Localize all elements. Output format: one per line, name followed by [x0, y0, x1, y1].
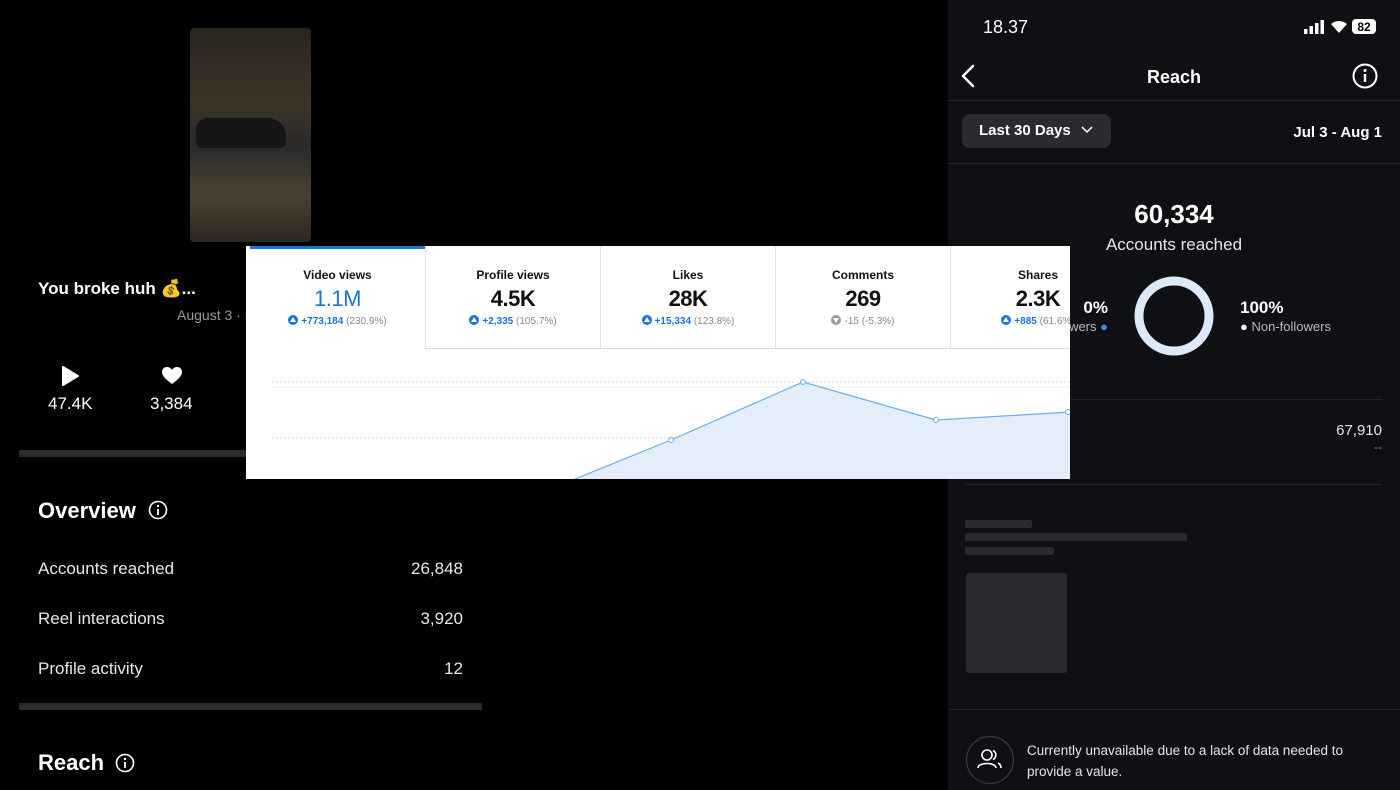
battery — [1352, 19, 1376, 34]
tab-value: 28K — [668, 286, 708, 311]
header-title: Reach — [1146, 67, 1202, 87]
heart-icon — [162, 367, 182, 384]
non-followers-label: ● Non-followers — [1240, 319, 1331, 334]
play-icon — [62, 366, 79, 386]
separator — [948, 163, 1400, 164]
trend-point — [1065, 409, 1070, 415]
tab-change: -15 (-5.3%) — [776, 315, 950, 327]
stat-likes: 3,384 — [150, 394, 193, 413]
tab-label: Comments — [831, 268, 894, 282]
post-date: August 3 · D — [177, 307, 255, 323]
tab[interactable]: Comments 269 -15 (-5.3%) — [775, 246, 950, 349]
non-followers-dot: ● — [1240, 319, 1248, 334]
analytics-overlay: Video views 1.1M +773,184 (230.9%) Profi… — [246, 246, 1070, 479]
divider — [19, 703, 482, 710]
tab-label: Profile views — [476, 268, 550, 282]
people-icon — [965, 735, 1015, 785]
tab-value: 1.1M — [314, 286, 361, 311]
separator — [966, 484, 1382, 485]
up-icon — [469, 315, 480, 325]
reach-title: Reach — [38, 750, 105, 775]
up-icon — [641, 315, 652, 325]
trend-point — [668, 437, 674, 443]
total-value: 60,334 — [1134, 199, 1214, 229]
percent: (123.8%) — [693, 316, 735, 327]
info-button[interactable] — [1352, 63, 1378, 89]
trend-point — [933, 417, 939, 423]
skeleton-line — [965, 547, 1054, 555]
info-icon[interactable] — [115, 753, 135, 773]
tab-label: Video views — [303, 268, 372, 282]
trend-point — [800, 379, 806, 385]
row-value: 67,910 — [1336, 422, 1382, 439]
separator — [948, 709, 1400, 710]
wifi-icon — [1331, 20, 1347, 33]
tab-change: +15,334 (123.8%) — [601, 315, 775, 327]
non-followers-text: Non-followers — [1251, 319, 1331, 334]
tab-label: Likes — [672, 268, 704, 282]
skeleton-line — [965, 520, 1032, 528]
change: +773,184 — [301, 316, 344, 327]
separator — [948, 100, 1400, 101]
date-filter-label: Last 30 Days — [979, 122, 1071, 139]
signal-icon — [1304, 20, 1324, 34]
row-label: Reel interactions — [38, 609, 165, 628]
percent: (105.7%) — [516, 316, 557, 327]
row-label: Profile activity — [38, 659, 143, 678]
post-caption: You broke huh 💰... — [38, 279, 196, 298]
row-value: 26,848 — [411, 559, 463, 578]
percent: (61.6%) — [1039, 316, 1070, 327]
non-followers-percent: 100% — [1240, 298, 1284, 317]
tab-change: +773,184 (230.9%) — [250, 315, 425, 327]
up-icon — [288, 315, 299, 325]
tab-value: 4.5K — [490, 286, 536, 311]
tab-value: 269 — [845, 286, 881, 311]
row-value: 12 — [444, 659, 463, 678]
total-label: Accounts reached — [1105, 235, 1243, 254]
date-range: Jul 3 - Aug 1 — [1293, 124, 1382, 141]
tab[interactable]: Shares 2.3K +885 (61.6%) — [950, 246, 1070, 349]
followers-percent: 0% — [1083, 298, 1108, 317]
percent: (230.9%) — [346, 316, 387, 327]
percent: (-5.3%) — [861, 316, 895, 327]
tab[interactable]: Video views 1.1M +773,184 (230.9%) — [250, 246, 425, 349]
skeleton-block — [966, 573, 1067, 673]
back-button[interactable] — [960, 64, 976, 88]
trend-area — [575, 382, 1070, 479]
change: +15,334 — [654, 316, 692, 327]
donut-chart — [1134, 276, 1214, 356]
followers-dot: ● — [1100, 319, 1108, 334]
up-icon — [1001, 315, 1012, 325]
tab-change: +885 (61.6%) — [951, 315, 1070, 327]
down-icon — [831, 315, 842, 325]
overview-title: Overview — [38, 498, 136, 523]
tab-label: Shares — [1017, 268, 1059, 282]
change: +885 — [1014, 316, 1037, 327]
tab[interactable]: Profile views 4.5K +2,335 (105.7%) — [425, 246, 600, 349]
tab[interactable]: Likes 28K +15,334 (123.8%) — [600, 246, 775, 349]
row-change: -- — [1374, 440, 1382, 454]
separator — [966, 399, 1382, 400]
tab-value: 2.3K — [1015, 286, 1061, 311]
stat-views: 47.4K — [48, 394, 93, 413]
status-time: 18.37 — [983, 17, 1029, 37]
change: -15 — [844, 316, 859, 327]
change: +2,335 — [482, 316, 514, 327]
row-label: Accounts reached — [38, 559, 175, 578]
video-car — [196, 118, 286, 148]
battery-level: 82 — [1357, 20, 1371, 34]
trend-chart — [272, 379, 1070, 479]
row-value: 3,920 — [420, 609, 463, 628]
notice-text: Currently unavailable due to a lack of d… — [1027, 743, 1343, 779]
skeleton-line — [965, 533, 1187, 541]
tab-change: +2,335 (105.7%) — [426, 315, 600, 327]
chevron-down — [1081, 126, 1093, 134]
info-icon[interactable] — [148, 500, 168, 520]
